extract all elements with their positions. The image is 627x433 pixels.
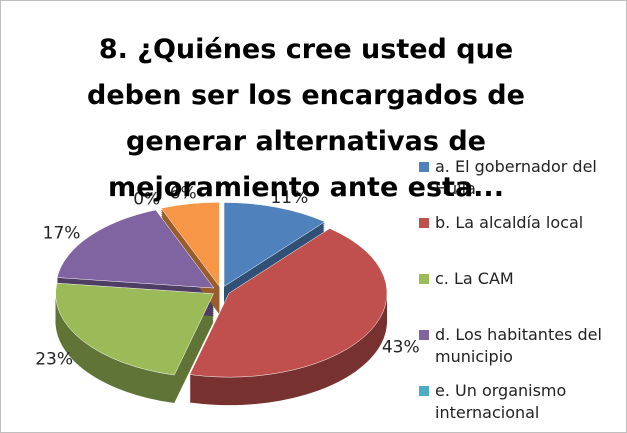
legend-swatch bbox=[419, 162, 429, 172]
slice bbox=[56, 209, 215, 289]
legend: a. El gobernador del Huila b. La alcaldía… bbox=[419, 156, 619, 432]
data-label: 0% bbox=[133, 189, 160, 209]
data-label: 23% bbox=[35, 349, 73, 369]
data-label: 6% bbox=[170, 184, 197, 204]
chart-title: 8. ¿Quiénes cree usted que deben ser los… bbox=[87, 34, 525, 203]
data-label: 11% bbox=[270, 188, 308, 208]
legend-entry: d. Los habitantes del municipio bbox=[419, 324, 619, 380]
legend-swatch bbox=[419, 218, 429, 228]
legend-entry: e. Un organismo internacional bbox=[419, 380, 619, 432]
legend-entry: b. La alcaldía local bbox=[419, 212, 619, 268]
slice bbox=[160, 202, 220, 288]
legend-swatch bbox=[419, 330, 429, 340]
legend-label: d. Los habitantes del municipio bbox=[435, 325, 602, 366]
legend-swatch bbox=[419, 274, 429, 284]
data-label: 17% bbox=[43, 223, 81, 243]
legend-label: b. La alcaldía local bbox=[435, 213, 584, 232]
slice bbox=[223, 202, 326, 287]
pie-tops bbox=[55, 202, 388, 378]
legend-label: c. La CAM bbox=[435, 269, 514, 288]
slice bbox=[55, 282, 214, 376]
legend-entry: a. El gobernador del Huila bbox=[419, 156, 619, 212]
legend-swatch bbox=[419, 386, 429, 396]
legend-entry: c. La CAM bbox=[419, 268, 619, 324]
data-label: 43% bbox=[382, 338, 420, 358]
legend-label: a. El gobernador del Huila bbox=[435, 157, 597, 198]
slice bbox=[189, 228, 388, 378]
legend-label: e. Un organismo internacional bbox=[435, 381, 567, 422]
